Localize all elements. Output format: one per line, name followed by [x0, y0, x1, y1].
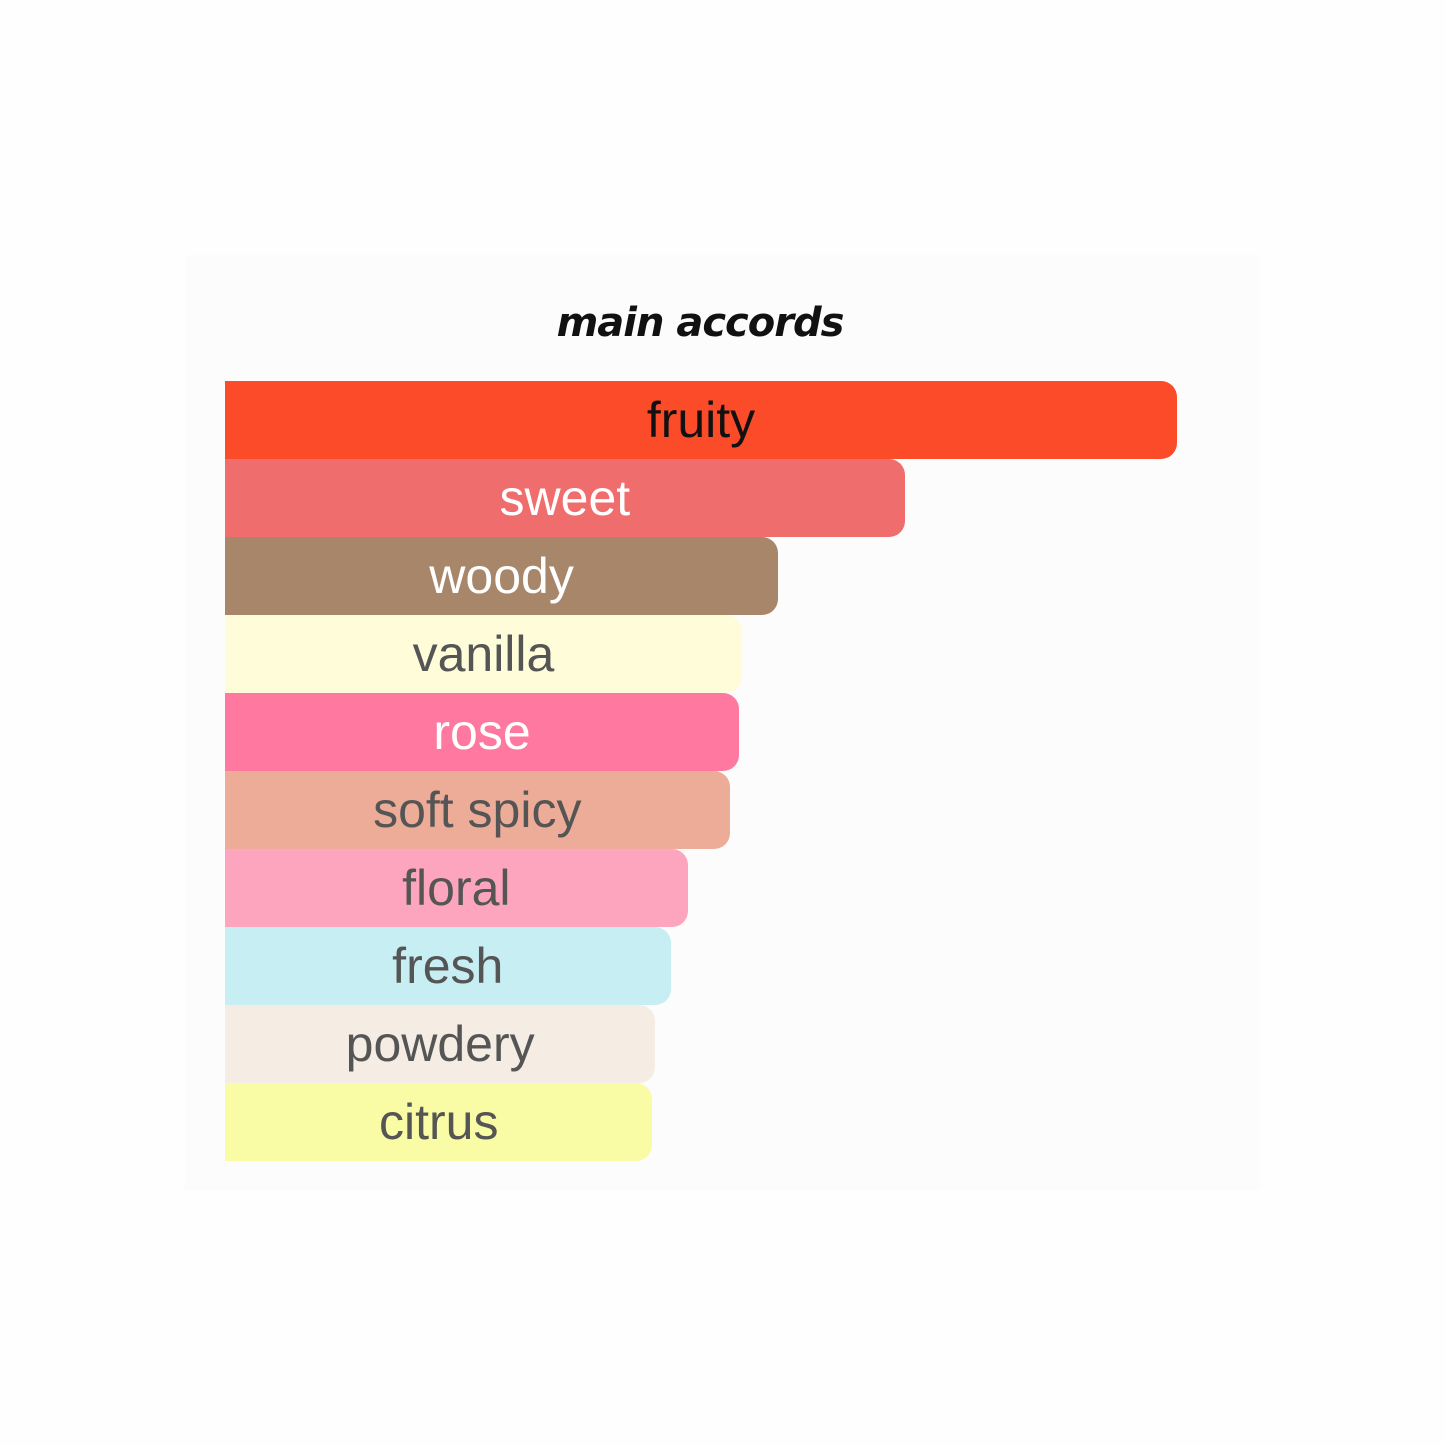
- chart-title: main accords: [556, 300, 845, 346]
- bar-label: floral: [402, 860, 511, 916]
- bar-label: fresh: [392, 938, 504, 994]
- bar-citrus: citrus: [225, 1083, 653, 1161]
- bar-rose: rose: [225, 693, 740, 771]
- bar-floral: floral: [225, 849, 688, 927]
- bars-container: fruity sweet woody vanilla rose soft spicy flo…: [225, 381, 1177, 1161]
- bar-label: rose: [433, 704, 531, 760]
- bar-powdery: powdery: [225, 1005, 656, 1083]
- bar-label: vanilla: [412, 626, 555, 682]
- bar-fresh: fresh: [225, 927, 671, 1005]
- bar-fruity: fruity: [225, 381, 1177, 459]
- bar-soft-spicy: soft spicy: [225, 771, 730, 849]
- bar-label: soft spicy: [373, 782, 582, 838]
- bar-vanilla: vanilla: [225, 615, 742, 693]
- bar-label: powdery: [345, 1016, 535, 1072]
- bar-woody: woody: [225, 537, 779, 615]
- bar-label: woody: [429, 548, 574, 604]
- bar-sweet: sweet: [225, 459, 905, 537]
- bar-label: fruity: [646, 392, 756, 448]
- bar-label: citrus: [378, 1094, 499, 1150]
- bar-label: sweet: [499, 470, 631, 526]
